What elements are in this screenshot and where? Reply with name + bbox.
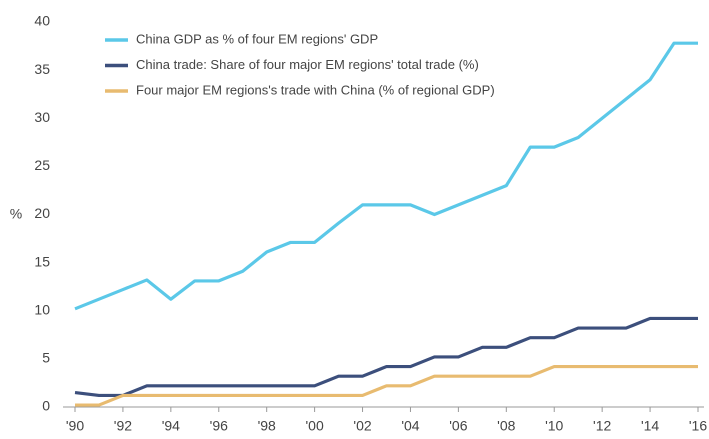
x-tick-label: '96 xyxy=(210,418,228,434)
x-tick-label: '98 xyxy=(258,418,276,434)
series-line xyxy=(74,316,698,398)
y-tick-label: 25 xyxy=(34,157,50,173)
y-tick-label: 35 xyxy=(34,61,50,77)
x-tick-label: '08 xyxy=(497,418,515,434)
legend-label: China trade: Share of four major EM regi… xyxy=(136,57,479,72)
x-tick-label: '06 xyxy=(449,418,467,434)
x-tick-label: '12 xyxy=(593,418,611,434)
series-line xyxy=(74,41,698,311)
x-tick-label: '00 xyxy=(305,418,323,434)
x-tick-label: '90 xyxy=(66,418,84,434)
x-tick-label: '10 xyxy=(545,418,563,434)
y-tick-label: 5 xyxy=(42,350,50,366)
y-tick-label: 20 xyxy=(34,205,50,221)
y-tick-label: 10 xyxy=(34,301,50,317)
y-tick-label: 40 xyxy=(34,13,50,29)
x-tick-label: '16 xyxy=(689,418,707,434)
x-tick-label: '92 xyxy=(114,418,132,434)
y-tick-label: 15 xyxy=(34,253,50,269)
x-tick-label: '02 xyxy=(353,418,371,434)
x-tick-label: '94 xyxy=(162,418,180,434)
legend-label: China GDP as % of four EM regions' GDP xyxy=(136,31,378,46)
y-tick-label: 0 xyxy=(42,398,50,414)
legend-label: Four major EM regions's trade with China… xyxy=(136,82,495,97)
y-tick-label: 30 xyxy=(34,109,50,125)
series-line xyxy=(75,364,698,407)
x-tick-label: '04 xyxy=(401,418,419,434)
legend: China GDP as % of four EM regions' GDP Ch… xyxy=(105,31,495,97)
x-tick-label: '14 xyxy=(641,418,659,434)
y-axis-label: % xyxy=(10,206,22,222)
